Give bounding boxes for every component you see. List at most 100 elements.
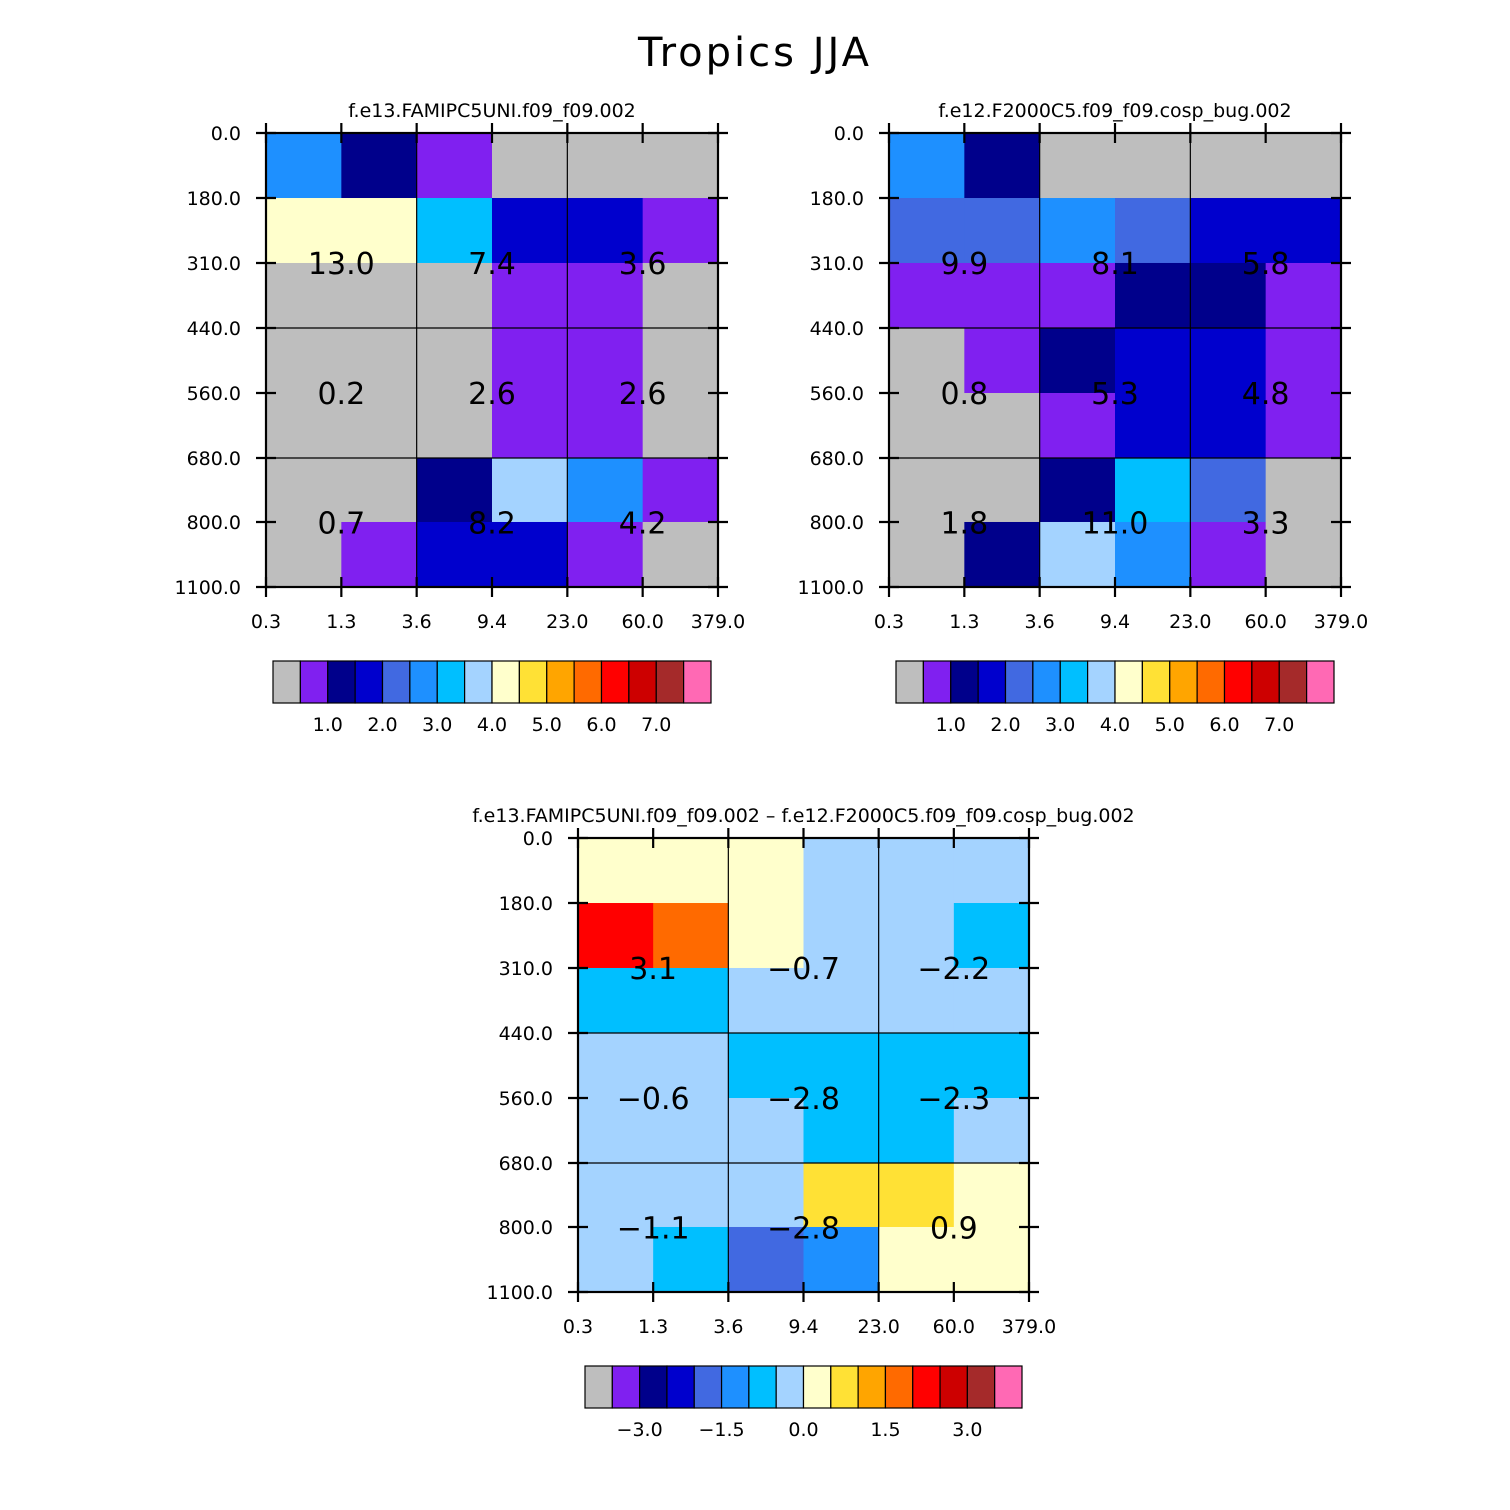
heatmap-cell — [1190, 327, 1267, 394]
cell-value-label: −2.8 — [767, 1212, 840, 1247]
heatmap-cell — [653, 1098, 729, 1164]
colorbar-box — [354, 660, 384, 704]
heatmap-cell — [953, 1032, 1030, 1099]
cell-value-label: 8.2 — [468, 507, 516, 542]
heatmap-cell — [567, 198, 644, 264]
colorbar-label: −3.0 — [617, 1419, 663, 1441]
heatmap-cell — [803, 1032, 880, 1099]
heatmap-cell — [1115, 327, 1191, 394]
heatmap-cell — [953, 838, 1030, 904]
heatmap-cell — [728, 1032, 805, 1099]
colorbar-label: 5.0 — [1155, 714, 1185, 736]
cell-value-label: 4.8 — [1242, 377, 1290, 412]
colorbar-box — [683, 660, 712, 704]
y-tick-label: 1100.0 — [175, 577, 241, 599]
heatmap-cell — [1115, 458, 1191, 523]
heatmap-cell — [266, 458, 342, 523]
colorbar-box — [1087, 660, 1116, 704]
colorbar-box — [830, 1365, 859, 1409]
colorbar-box — [546, 660, 575, 704]
x-tick-label: 3.6 — [713, 1316, 743, 1338]
panel-difference: f.e13.FAMIPC5UNI.f09_f09.002 – f.e12.F20… — [472, 805, 1134, 1441]
heatmap-cell — [341, 198, 418, 264]
colorbar-box — [600, 660, 630, 704]
heatmap-cell — [728, 838, 805, 904]
heatmap-cell — [889, 133, 965, 199]
heatmap-cell — [1190, 262, 1267, 329]
colorbar-box — [693, 1365, 723, 1409]
x-tick-label: 60.0 — [1245, 611, 1287, 633]
colorbar-label: 7.0 — [641, 714, 671, 736]
heatmap-cell — [889, 198, 965, 264]
colorbar-box — [775, 1365, 805, 1409]
heatmap-cell — [878, 1163, 955, 1228]
x-tick-label: 23.0 — [1169, 611, 1211, 633]
heatmap-cell — [341, 393, 418, 459]
heatmap-cell — [578, 903, 654, 969]
colorbar-box — [966, 1365, 996, 1409]
heatmap-cell — [1265, 198, 1342, 264]
cell-value-label: 0.7 — [317, 507, 365, 542]
colorbar-box — [1004, 660, 1034, 704]
heatmap-cell — [878, 903, 955, 969]
heatmap-cell — [653, 1032, 729, 1099]
cell-value-label: 0.9 — [930, 1212, 978, 1247]
heatmap-cell — [416, 521, 493, 588]
colorbar-box — [491, 660, 520, 704]
heatmap-cell — [653, 1163, 729, 1228]
heatmap-cell — [1039, 327, 1116, 394]
heatmap-cell — [578, 838, 654, 904]
heatmap-cell — [964, 262, 1041, 329]
colorbar-label: 6.0 — [586, 714, 616, 736]
heatmap-cell — [1265, 133, 1342, 199]
y-tick-label: 560.0 — [810, 383, 864, 405]
heatmap-cell — [416, 133, 493, 199]
x-tick-label: 1.3 — [949, 611, 979, 633]
heatmap-cell — [492, 393, 568, 459]
heatmap-cell — [1039, 393, 1116, 459]
heatmap-cell — [1115, 393, 1191, 459]
heatmap-cell — [878, 967, 955, 1034]
y-tick-label: 800.0 — [499, 1217, 553, 1239]
heatmap-cell — [266, 133, 342, 199]
heatmap-cell — [1265, 458, 1342, 523]
x-tick-label: 9.4 — [477, 611, 507, 633]
colorbar-box — [895, 660, 924, 704]
cell-value-label: 2.6 — [619, 377, 667, 412]
y-tick-label: 680.0 — [187, 448, 241, 470]
heatmap-cell — [341, 458, 418, 523]
heatmap-cell — [964, 393, 1041, 459]
heatmap-cell — [416, 393, 493, 459]
colorbar-box — [381, 660, 411, 704]
heatmap-cell — [728, 1163, 805, 1228]
y-tick-label: 0.0 — [834, 123, 864, 145]
colorbar-label: 2.0 — [990, 714, 1020, 736]
heatmap-cell — [889, 262, 965, 329]
y-tick-label: 0.0 — [523, 828, 553, 850]
heatmap-cell — [266, 393, 342, 459]
colorbar-label: 7.0 — [1264, 714, 1294, 736]
y-tick-label: 180.0 — [499, 893, 553, 915]
colorbar-box — [1169, 660, 1198, 704]
colorbar-box — [720, 1365, 750, 1409]
heatmap-cell — [492, 262, 568, 329]
heatmap-cell — [266, 198, 342, 264]
colorbar-box — [1059, 660, 1089, 704]
colorbar-label: 3.0 — [422, 714, 452, 736]
heatmap-cell — [567, 262, 644, 329]
heatmap-cell — [642, 262, 719, 329]
heatmap-cell — [341, 133, 418, 199]
x-tick-label: 60.0 — [622, 611, 664, 633]
heatmap-cell — [803, 967, 880, 1034]
y-tick-label: 440.0 — [499, 1023, 553, 1045]
x-tick-label: 379.0 — [1314, 611, 1368, 633]
cell-value-label: −1.1 — [617, 1212, 690, 1247]
heatmap-cell — [889, 393, 965, 459]
colorbar-box — [1251, 660, 1280, 704]
x-tick-label: 23.0 — [546, 611, 588, 633]
x-tick-label: 3.6 — [402, 611, 432, 633]
colorbar-label: −1.5 — [698, 1419, 744, 1441]
colorbar-box — [573, 660, 603, 704]
x-tick-label: 0.3 — [874, 611, 904, 633]
colorbar-box — [299, 660, 329, 704]
